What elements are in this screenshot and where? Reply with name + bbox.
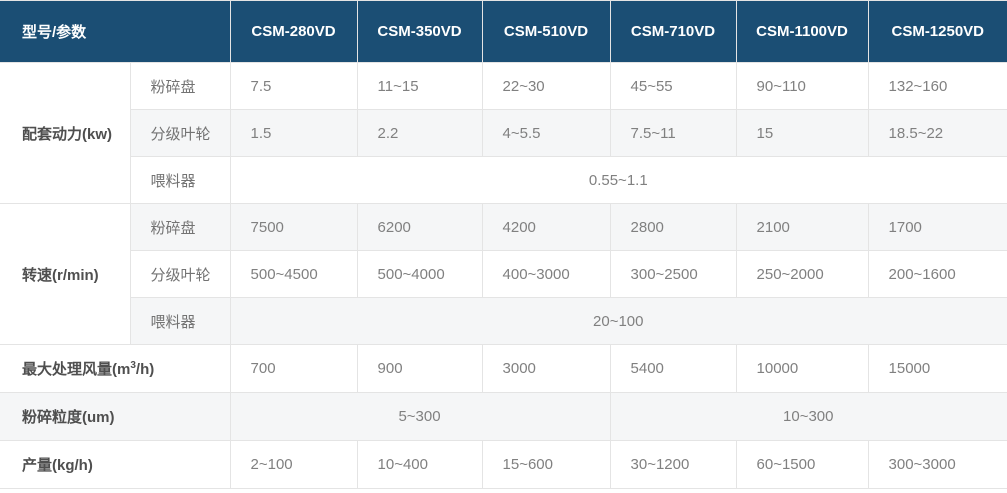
spec-value: 2~100: [229, 440, 358, 489]
spec-value: 2.2: [356, 109, 483, 157]
airflow-label-unit: /h): [135, 361, 155, 378]
spec-value: 500~4000: [356, 250, 483, 298]
max-airflow-row: 最大处理风量(m3/h) 700 900 3000 5400 10000 150…: [0, 344, 1007, 393]
spec-value: 2100: [735, 203, 869, 251]
spec-value-span: 0.55~1.1: [229, 156, 1007, 204]
sub-label-classifier-wheel: 分级叶轮: [129, 109, 231, 157]
spec-value: 7.5~11: [609, 109, 737, 157]
spec-value: 300~3000: [867, 440, 1007, 489]
spec-value: 7500: [229, 203, 358, 251]
spec-value: 10~400: [356, 440, 483, 489]
speed-feeder-row: 喂料器 20~100: [0, 297, 1007, 345]
airflow-label-text: 最大处理风量(m: [22, 361, 131, 378]
model-header-csm-350vd: CSM-350VD: [356, 0, 483, 63]
spec-value: 15~600: [481, 440, 611, 489]
spec-value-span: 20~100: [229, 297, 1007, 345]
power-group-label: 配套动力(kw): [0, 62, 131, 204]
model-header-csm-280vd: CSM-280VD: [229, 0, 358, 63]
sub-label-feeder: 喂料器: [129, 297, 231, 345]
sub-label-feeder: 喂料器: [129, 156, 231, 204]
power-grinding-disc-row: 配套动力(kw) 粉碎盘 7.5 11~15 22~30 45~55 90~11…: [0, 62, 1007, 204]
spec-value: 10000: [735, 344, 869, 393]
table-header: 型号/参数 CSM-280VD CSM-350VD CSM-510VD CSM-…: [0, 0, 1007, 63]
param-header-cell: 型号/参数: [0, 0, 231, 63]
capacity-row: 产量(kg/h) 2~100 10~400 15~600 30~1200 60~…: [0, 440, 1007, 489]
spec-value: 30~1200: [609, 440, 737, 489]
model-header-csm-510vd: CSM-510VD: [481, 0, 611, 63]
spec-value: 132~160: [867, 62, 1007, 110]
spec-value: 45~55: [609, 62, 737, 110]
spec-value: 2800: [609, 203, 737, 251]
spec-value: 1700: [867, 203, 1007, 251]
power-classifier-wheel-row: 分级叶轮 1.5 2.2 4~5.5 7.5~11 15 18.5~22: [0, 109, 1007, 157]
spec-value: 6200: [356, 203, 483, 251]
speed-grinding-disc-row: 转速(r/min) 粉碎盘 7500 6200 4200 2800 2100 1…: [0, 203, 1007, 345]
fineness-row-label: 粉碎粒度(um): [0, 392, 231, 441]
airflow-row-label: 最大处理风量(m3/h): [0, 344, 231, 393]
spec-value: 200~1600: [867, 250, 1007, 298]
speed-group-label: 转速(r/min): [0, 203, 131, 345]
spec-value: 500~4500: [229, 250, 358, 298]
spec-value: 15: [735, 109, 869, 157]
spec-value: 90~110: [735, 62, 869, 110]
spec-value: 4~5.5: [481, 109, 611, 157]
spec-value: 7.5: [229, 62, 358, 110]
spec-value: 300~2500: [609, 250, 737, 298]
spec-value: 5400: [609, 344, 737, 393]
spec-value: 4200: [481, 203, 611, 251]
spec-value: 22~30: [481, 62, 611, 110]
spec-value: 1.5: [229, 109, 358, 157]
spec-value-span-left: 5~300: [229, 392, 611, 441]
sub-label-classifier-wheel: 分级叶轮: [129, 250, 231, 298]
spec-value: 18.5~22: [867, 109, 1007, 157]
spec-value: 60~1500: [735, 440, 869, 489]
sub-label-grinding-disc: 粉碎盘: [129, 62, 231, 110]
spec-value-span-right: 10~300: [609, 392, 1007, 441]
spec-value: 700: [229, 344, 358, 393]
model-header-csm-1250vd: CSM-1250VD: [867, 0, 1007, 63]
superscript-3: 3: [130, 360, 136, 371]
header-row: 型号/参数 CSM-280VD CSM-350VD CSM-510VD CSM-…: [0, 0, 1007, 63]
sub-label-grinding-disc: 粉碎盘: [129, 203, 231, 251]
fineness-row: 粉碎粒度(um) 5~300 10~300: [0, 392, 1007, 441]
capacity-row-label: 产量(kg/h): [0, 440, 231, 489]
power-feeder-row: 喂料器 0.55~1.1: [0, 156, 1007, 204]
spec-value: 15000: [867, 344, 1007, 393]
spec-value: 3000: [481, 344, 611, 393]
model-header-csm-1100vd: CSM-1100VD: [735, 0, 869, 63]
spec-value: 11~15: [356, 62, 483, 110]
spec-value: 900: [356, 344, 483, 393]
spec-value: 250~2000: [735, 250, 869, 298]
speed-classifier-wheel-row: 分级叶轮 500~4500 500~4000 400~3000 300~2500…: [0, 250, 1007, 298]
model-header-csm-710vd: CSM-710VD: [609, 0, 737, 63]
spec-value: 400~3000: [481, 250, 611, 298]
